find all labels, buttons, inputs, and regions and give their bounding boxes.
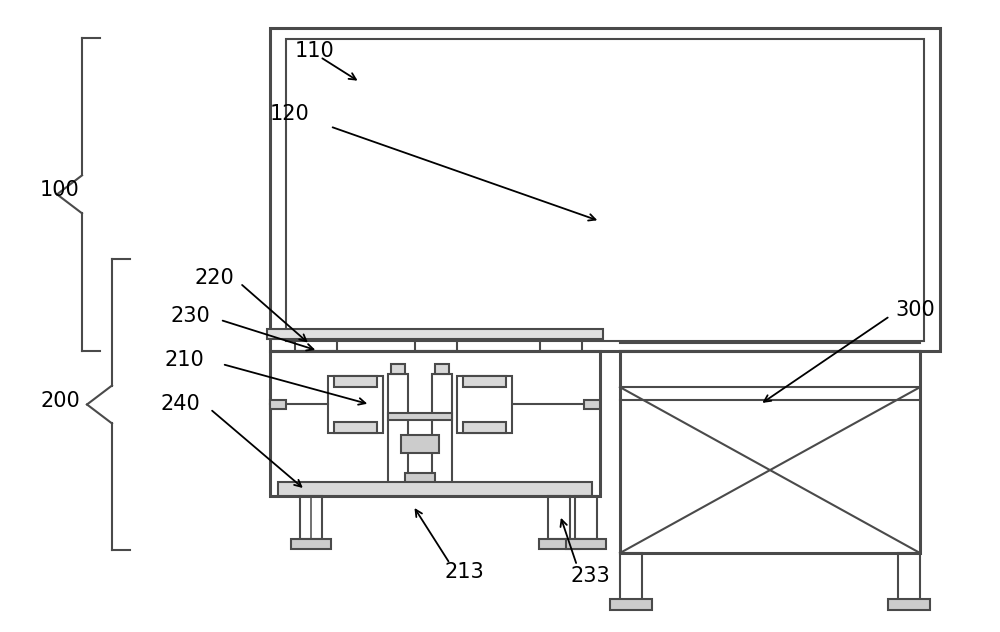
Bar bbox=[435, 364, 449, 374]
Text: 230: 230 bbox=[170, 306, 210, 326]
Bar bbox=[391, 364, 405, 374]
Bar bbox=[267, 329, 603, 339]
Bar bbox=[898, 553, 920, 600]
Bar bbox=[620, 553, 642, 600]
Bar bbox=[432, 374, 452, 485]
Bar bbox=[334, 422, 376, 433]
Bar bbox=[401, 435, 439, 453]
Bar bbox=[286, 39, 924, 341]
Text: 120: 120 bbox=[270, 104, 310, 124]
Bar bbox=[300, 496, 322, 539]
Bar bbox=[548, 496, 570, 539]
Bar bbox=[388, 374, 408, 485]
Text: 233: 233 bbox=[570, 566, 610, 586]
Text: 210: 210 bbox=[165, 350, 205, 370]
Bar bbox=[575, 496, 597, 539]
Bar bbox=[295, 339, 337, 351]
Bar bbox=[620, 351, 920, 553]
Text: 300: 300 bbox=[895, 300, 935, 320]
Bar bbox=[539, 539, 579, 549]
Text: 200: 200 bbox=[40, 391, 80, 411]
Bar bbox=[334, 376, 376, 387]
Bar bbox=[270, 28, 940, 351]
Bar bbox=[291, 539, 331, 549]
Bar bbox=[278, 482, 592, 496]
Text: 240: 240 bbox=[160, 394, 200, 415]
Bar bbox=[610, 599, 652, 610]
Bar bbox=[457, 376, 512, 433]
Bar bbox=[463, 422, 506, 433]
Text: 213: 213 bbox=[445, 562, 485, 582]
Bar bbox=[888, 599, 930, 610]
Text: 100: 100 bbox=[40, 179, 80, 200]
Text: 110: 110 bbox=[295, 40, 335, 61]
Bar bbox=[270, 400, 286, 409]
Bar bbox=[405, 473, 435, 487]
Bar bbox=[388, 413, 452, 420]
Bar bbox=[540, 339, 582, 351]
Bar bbox=[463, 376, 506, 387]
Bar bbox=[270, 351, 600, 496]
Bar bbox=[415, 339, 457, 351]
Bar bbox=[566, 539, 606, 549]
Text: 220: 220 bbox=[195, 268, 235, 288]
Bar bbox=[584, 400, 600, 409]
Bar bbox=[328, 376, 382, 433]
